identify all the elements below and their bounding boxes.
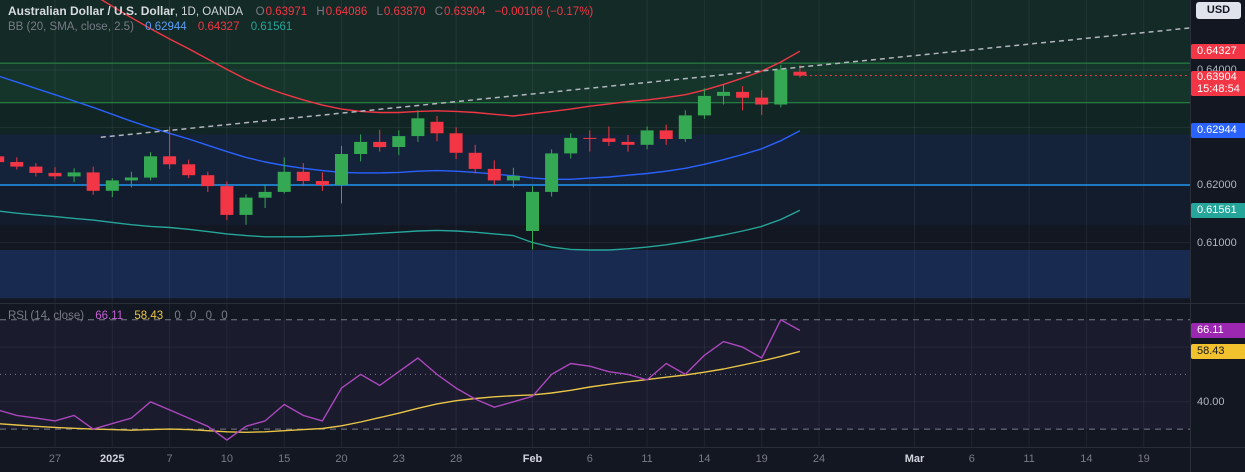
rsi-extra-value: 0 — [221, 310, 228, 322]
time-axis-label: 19 — [755, 453, 768, 465]
time-axis-label: 10 — [220, 453, 234, 465]
price-axis-label: 0.61000 — [1197, 236, 1237, 249]
rsi-extra-value: 0 — [174, 310, 181, 322]
price-axis-label: 40.00 — [1197, 395, 1225, 408]
close-label: C — [434, 6, 443, 18]
bb-basis-value: 0.62944 — [145, 21, 187, 33]
interval-label[interactable]: 1D — [175, 6, 196, 18]
time-axis-label: 14 — [1080, 453, 1093, 465]
low-value: 0.63870 — [383, 6, 426, 18]
bb-legend: BB (20, SMA, close, 2.5) 0.62944 0.64327… — [8, 21, 292, 33]
time-axis-label: 6 — [968, 453, 975, 465]
open-label: O — [255, 6, 265, 18]
low-label: L — [376, 6, 383, 18]
high-value: 0.64086 — [325, 6, 368, 18]
rsi-legend: RSI (14, close) 66.11 58.43 0 0 0 0 — [8, 310, 228, 322]
time-axis-label: 15 — [278, 453, 291, 465]
price-axis-label: 0.62000 — [1197, 179, 1237, 191]
indicator-value-badge: 0.64327 — [1191, 43, 1245, 59]
price-axis[interactable]: USD 0.643270.640000.6390415:48:540.62944… — [1190, 0, 1245, 472]
time-axis-label: 14 — [698, 453, 711, 465]
currency-usd-tab[interactable]: USD — [1196, 2, 1241, 19]
indicator-value-badge: 0.62944 — [1191, 123, 1245, 139]
bb-indicator-title[interactable]: BB (20, SMA, close, 2.5) — [8, 21, 134, 33]
time-axis-label: 19 — [1137, 453, 1150, 465]
time-axis-label: 11 — [1023, 453, 1035, 465]
rsi-ma-value: 58.43 — [134, 310, 164, 322]
rsi-indicator-title[interactable]: RSI (14, close) — [8, 310, 85, 322]
time-axis-label: 24 — [812, 453, 826, 465]
time-axis-label: Mar — [904, 453, 925, 465]
close-value: 0.63904 — [444, 6, 486, 18]
time-axis-label: 7 — [166, 453, 173, 465]
chart-canvas[interactable] — [0, 0, 1190, 447]
exchange-label: OANDA — [196, 6, 243, 18]
rsi-value: 66.11 — [95, 310, 124, 322]
indicator-value-badge: 58.43 — [1191, 343, 1245, 359]
open-value: 0.63971 — [265, 6, 308, 18]
symbol-title[interactable]: Australian Dollar / U.S. Dollar — [8, 4, 175, 18]
time-axis-label: 6 — [586, 453, 593, 465]
countdown-timer: 15:48:54 — [1197, 82, 1240, 95]
indicator-value-badge: 66.11 — [1191, 322, 1245, 338]
last-price-badge: 0.63904 15:48:54 — [1191, 70, 1245, 96]
symbol-legend: Australian Dollar / U.S. Dollar1DOANDA O… — [8, 4, 593, 18]
bb-lower-value: 0.61561 — [250, 21, 293, 33]
change-value: −0.00106 (−0.17%) — [494, 6, 594, 18]
last-price-value: 0.63904 — [1197, 70, 1237, 83]
rsi-extra-value: 0 — [205, 310, 213, 322]
time-axis-label: 28 — [449, 453, 463, 465]
bb-upper-value: 0.64327 — [197, 21, 240, 33]
high-label: H — [316, 6, 325, 18]
time-axis-label: Feb — [522, 453, 543, 465]
pane-separator[interactable] — [0, 303, 1245, 304]
time-axis-label: 2025 — [100, 453, 125, 465]
time-axis-label: 11 — [641, 453, 653, 465]
time-axis-label: 20 — [335, 453, 348, 465]
time-axis-label: 23 — [392, 453, 405, 465]
rsi-extra-value: 0 — [190, 310, 197, 322]
indicator-value-badge: 0.61561 — [1191, 202, 1245, 218]
time-axis-label: 27 — [48, 453, 62, 465]
time-axis[interactable]: 27 2025 7 10 15 20 23 28 Feb 6 11 14 19 24 Mar 6 11 14 19 — [0, 447, 1245, 472]
